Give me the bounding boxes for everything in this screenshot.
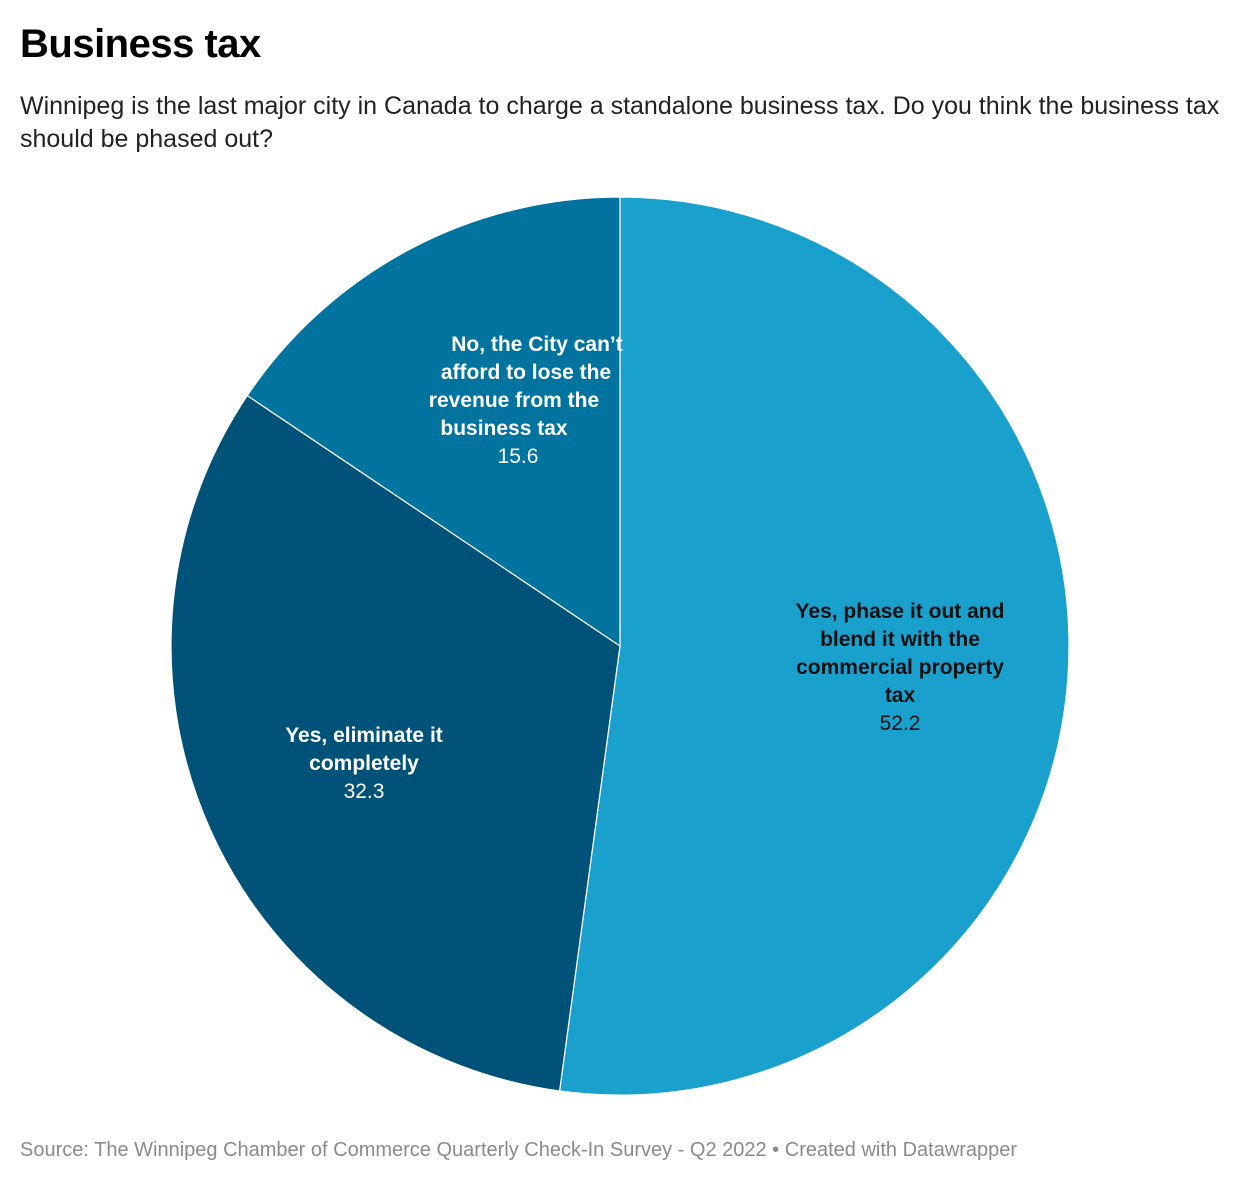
chart-title: Business tax bbox=[20, 22, 261, 66]
slice-value-label: 52.2 bbox=[880, 712, 921, 735]
slice-label-line: Yes, eliminate it bbox=[285, 724, 443, 747]
slice-label: Yes, eliminate it completely 32.3 bbox=[285, 724, 443, 803]
chart-footer: Source: The Winnipeg Chamber of Commerce… bbox=[20, 1139, 1017, 1162]
datawrapper-credit[interactable]: Created with Datawrapper bbox=[784, 1139, 1018, 1161]
slice-label-line: No, the City can’t bbox=[451, 333, 623, 356]
slice-label-line: business tax bbox=[440, 417, 568, 440]
pie-slice bbox=[170, 394, 621, 1092]
slice-label-line: afford to lose the bbox=[441, 361, 611, 384]
slice-value-label: 15.6 bbox=[498, 445, 539, 468]
source-note: Source: The Winnipeg Chamber of Commerce… bbox=[20, 1139, 767, 1161]
slice-label-line: Yes, phase it out and bbox=[796, 600, 1005, 623]
pie-slice bbox=[558, 196, 1070, 1096]
slice-label: Yes, phase it out and blend it with the co… bbox=[796, 600, 1005, 735]
chart-subtitle: Winnipeg is the last major city in Canad… bbox=[20, 92, 1220, 153]
slice-label-line: revenue from the bbox=[429, 389, 599, 412]
slice-label-line: tax bbox=[885, 684, 916, 707]
slice-label-line: completely bbox=[309, 752, 419, 775]
pie-slice bbox=[246, 196, 621, 648]
slice-label-line: blend it with the bbox=[820, 628, 980, 651]
slice-label: No, the City can’t afford to lose the reve… bbox=[429, 333, 623, 468]
slice-value-label: 32.3 bbox=[344, 780, 385, 803]
footer-separator: • bbox=[766, 1139, 785, 1161]
slice-label-line: commercial property bbox=[796, 656, 1004, 679]
